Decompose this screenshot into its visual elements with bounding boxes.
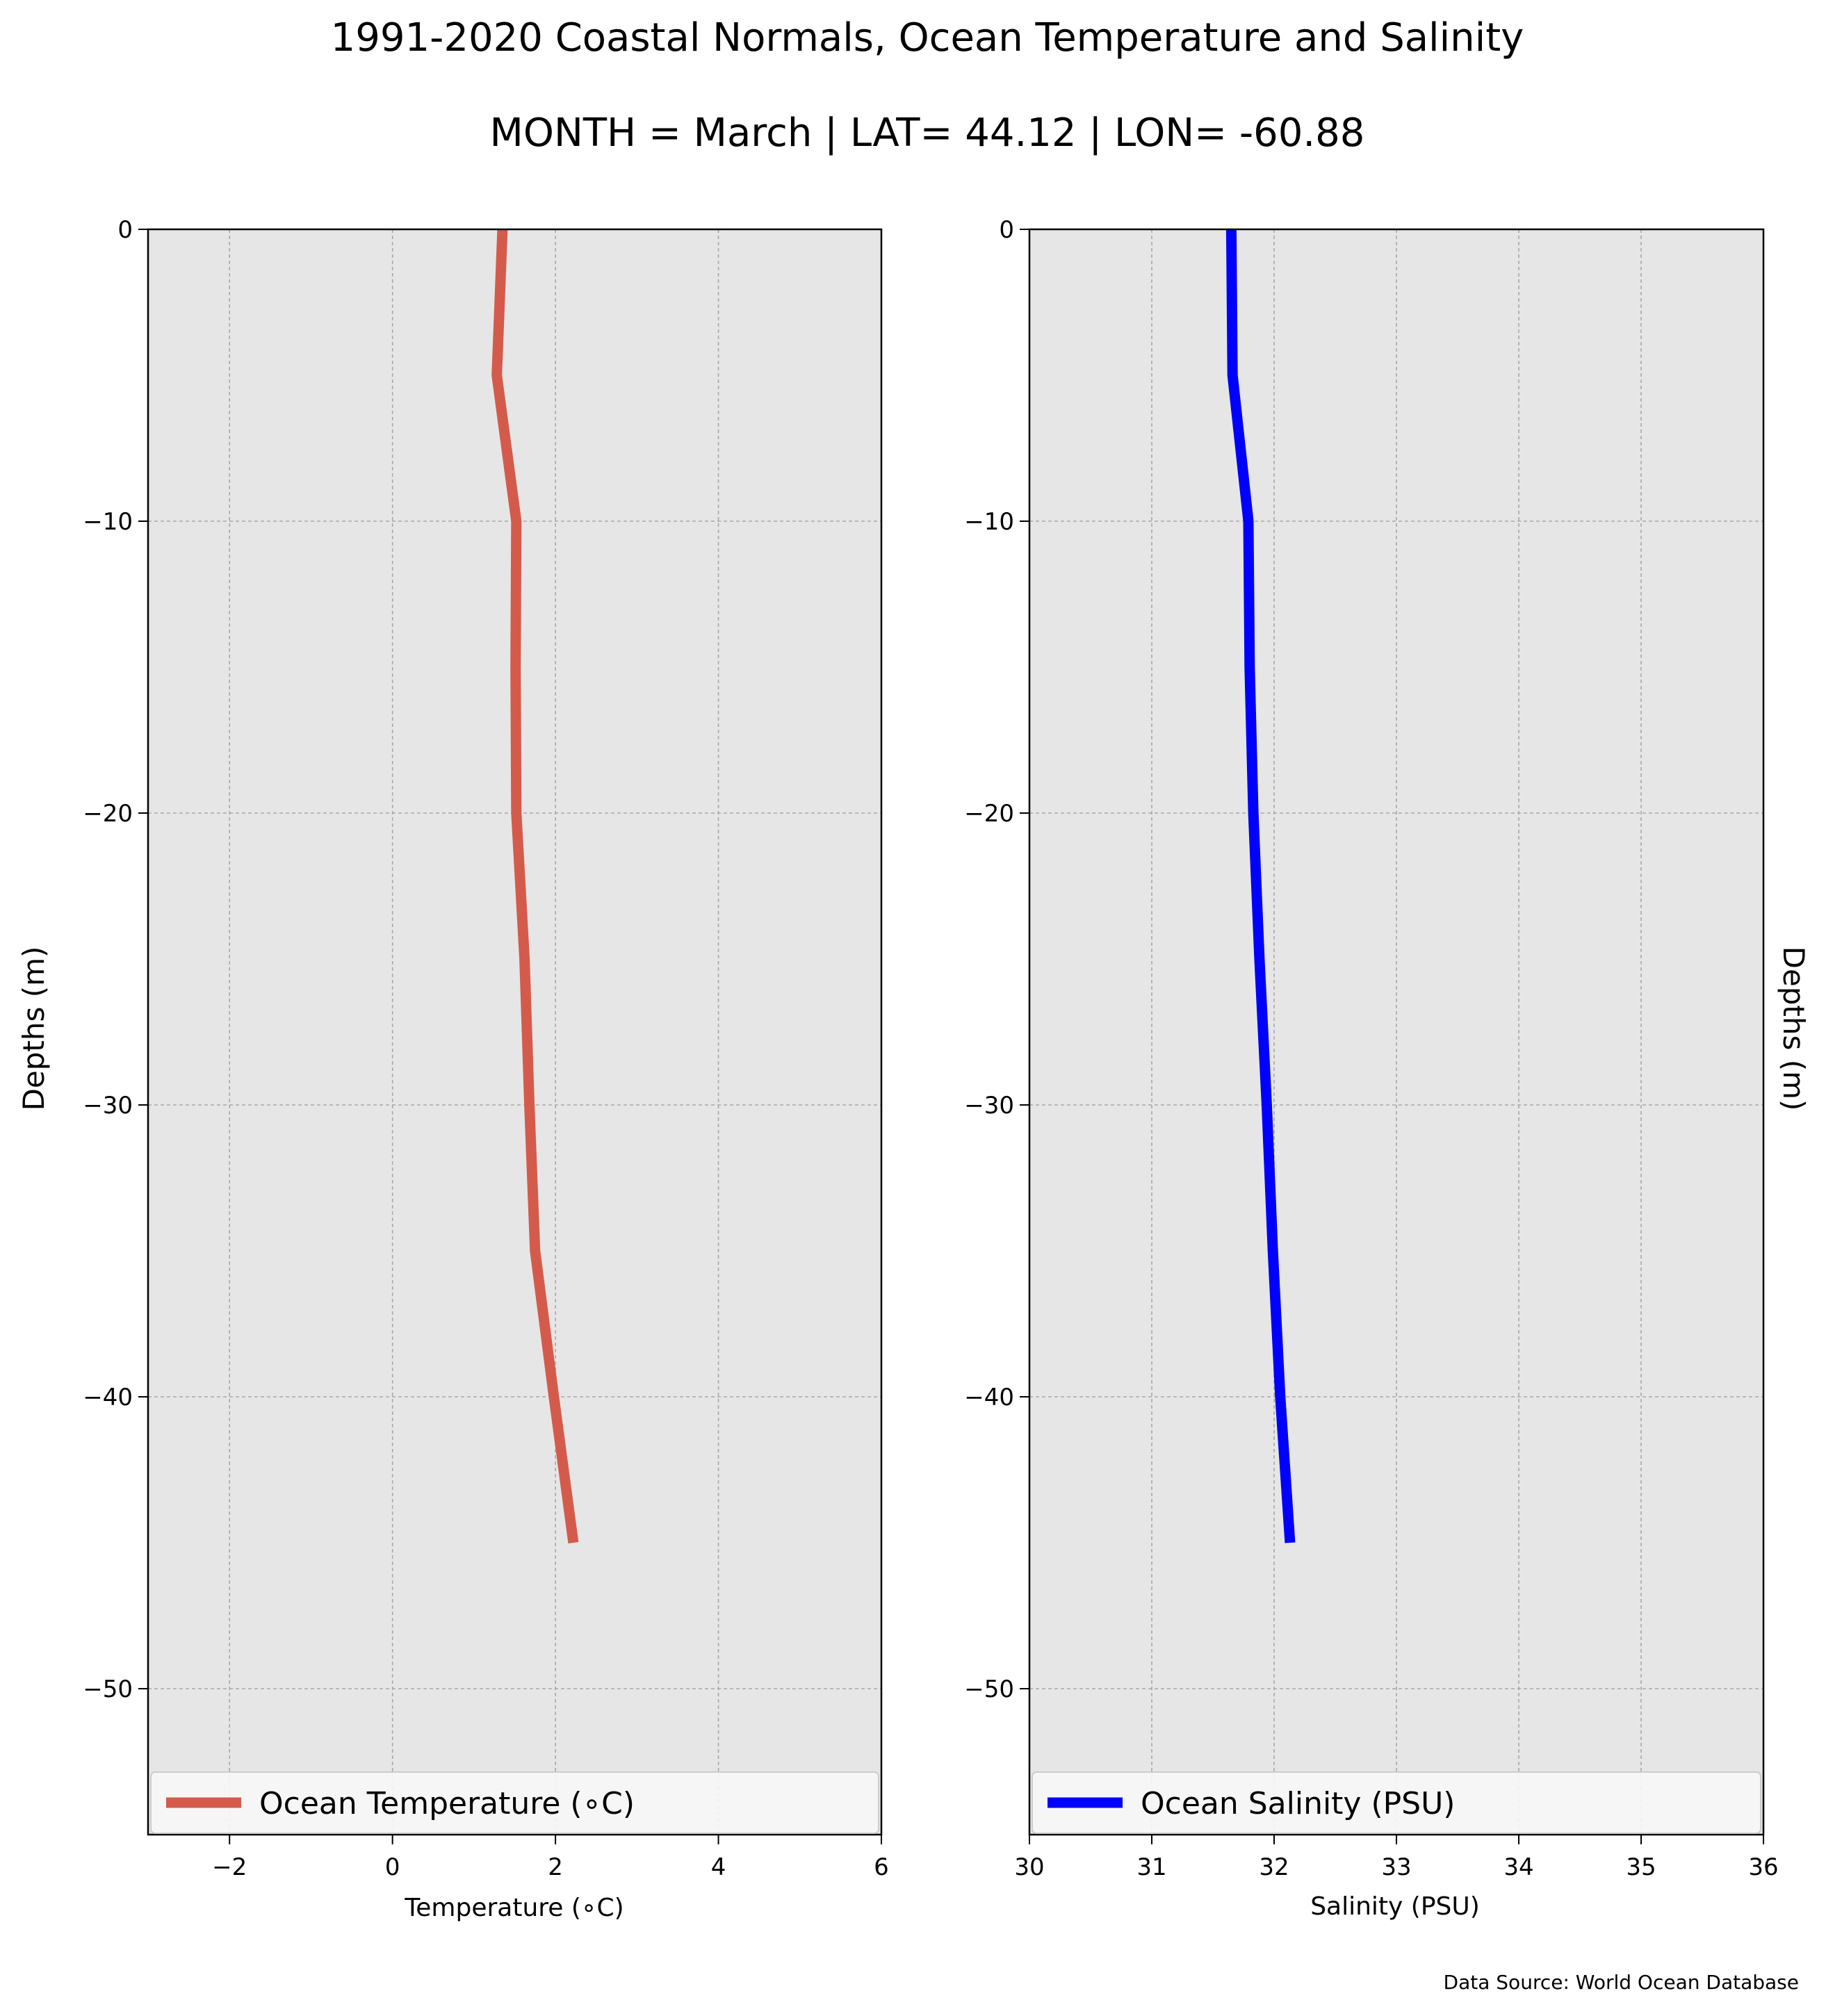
temperature-legend: Ocean Temperature (∘C) [150,1771,879,1834]
x-tick-label: 4 [711,1853,726,1881]
salinity-data-point [1259,959,1260,960]
x-tick-label: 34 [1503,1853,1533,1881]
temperature-data-point [515,667,516,668]
y-tick-label: −20 [964,800,1014,828]
salinity-data-point [1253,813,1254,814]
y-tick-label: −40 [964,1384,1014,1411]
chart-subtitle: MONTH = March | LAT= 44.12 | LON= -60.88 [490,110,1365,156]
y-tick-label: −50 [964,1675,1014,1703]
salinity-data-point [1248,521,1249,522]
y-tick-label: −10 [964,508,1014,536]
y-tick-label: 0 [999,216,1014,244]
left-y-axis-label: Depths (m) [17,946,51,1111]
legend-box [150,1771,879,1834]
x-tick-label: 31 [1136,1853,1166,1881]
temperature-data-point [496,375,497,376]
x-tick-label: 32 [1259,1853,1289,1881]
legend-box [1032,1771,1761,1834]
left-x-axis-label: Temperature (∘C) [404,1894,623,1922]
salinity-legend: Ocean Salinity (PSU) [1032,1771,1761,1834]
chart-title: 1991-2020 Coastal Normals, Ocean Tempera… [331,15,1524,60]
y-tick-label: −30 [964,1092,1014,1120]
legend-label: Ocean Temperature (∘C) [259,1786,635,1821]
temperature-series-line [491,229,579,1543]
y-tick-label: 0 [117,216,133,244]
x-tick-label: 0 [385,1853,400,1881]
x-tick-label: 30 [1014,1853,1044,1881]
salinity-data-point [1232,375,1233,376]
x-tick-label: 2 [548,1853,563,1881]
x-tick-label: −2 [212,1853,247,1881]
temperature-axes-frame [147,228,883,1836]
x-tick-label: 6 [874,1853,889,1881]
salinity-series-line [1225,229,1296,1543]
salinity-data-point [1249,667,1250,668]
y-tick-label: −30 [83,1092,133,1120]
salinity-panel: 30 31 32 33 34 35 36 0 −10 −20 −30 −40 −50 Ocean Sali… [964,216,1778,1881]
salinity-data-point [1266,1105,1267,1106]
y-tick-label: −50 [83,1675,133,1703]
right-x-axis-label: Salinity (PSU) [1310,1892,1480,1921]
data-source-note: Data Source: World Ocean Database [1444,1971,1799,1994]
y-tick-label: −10 [83,508,133,536]
right-y-axis-label: Depths (m) [1777,946,1811,1111]
y-tick-label: −40 [83,1384,133,1411]
temperature-data-point [529,1105,530,1106]
x-tick-label: 35 [1626,1853,1656,1881]
y-tick-label: −20 [83,800,133,828]
x-tick-label: 36 [1748,1853,1778,1881]
legend-label: Ocean Salinity (PSU) [1141,1786,1455,1821]
temperature-data-point [524,959,525,960]
x-tick-label: 33 [1381,1853,1411,1881]
temperature-data-point [553,1397,554,1398]
